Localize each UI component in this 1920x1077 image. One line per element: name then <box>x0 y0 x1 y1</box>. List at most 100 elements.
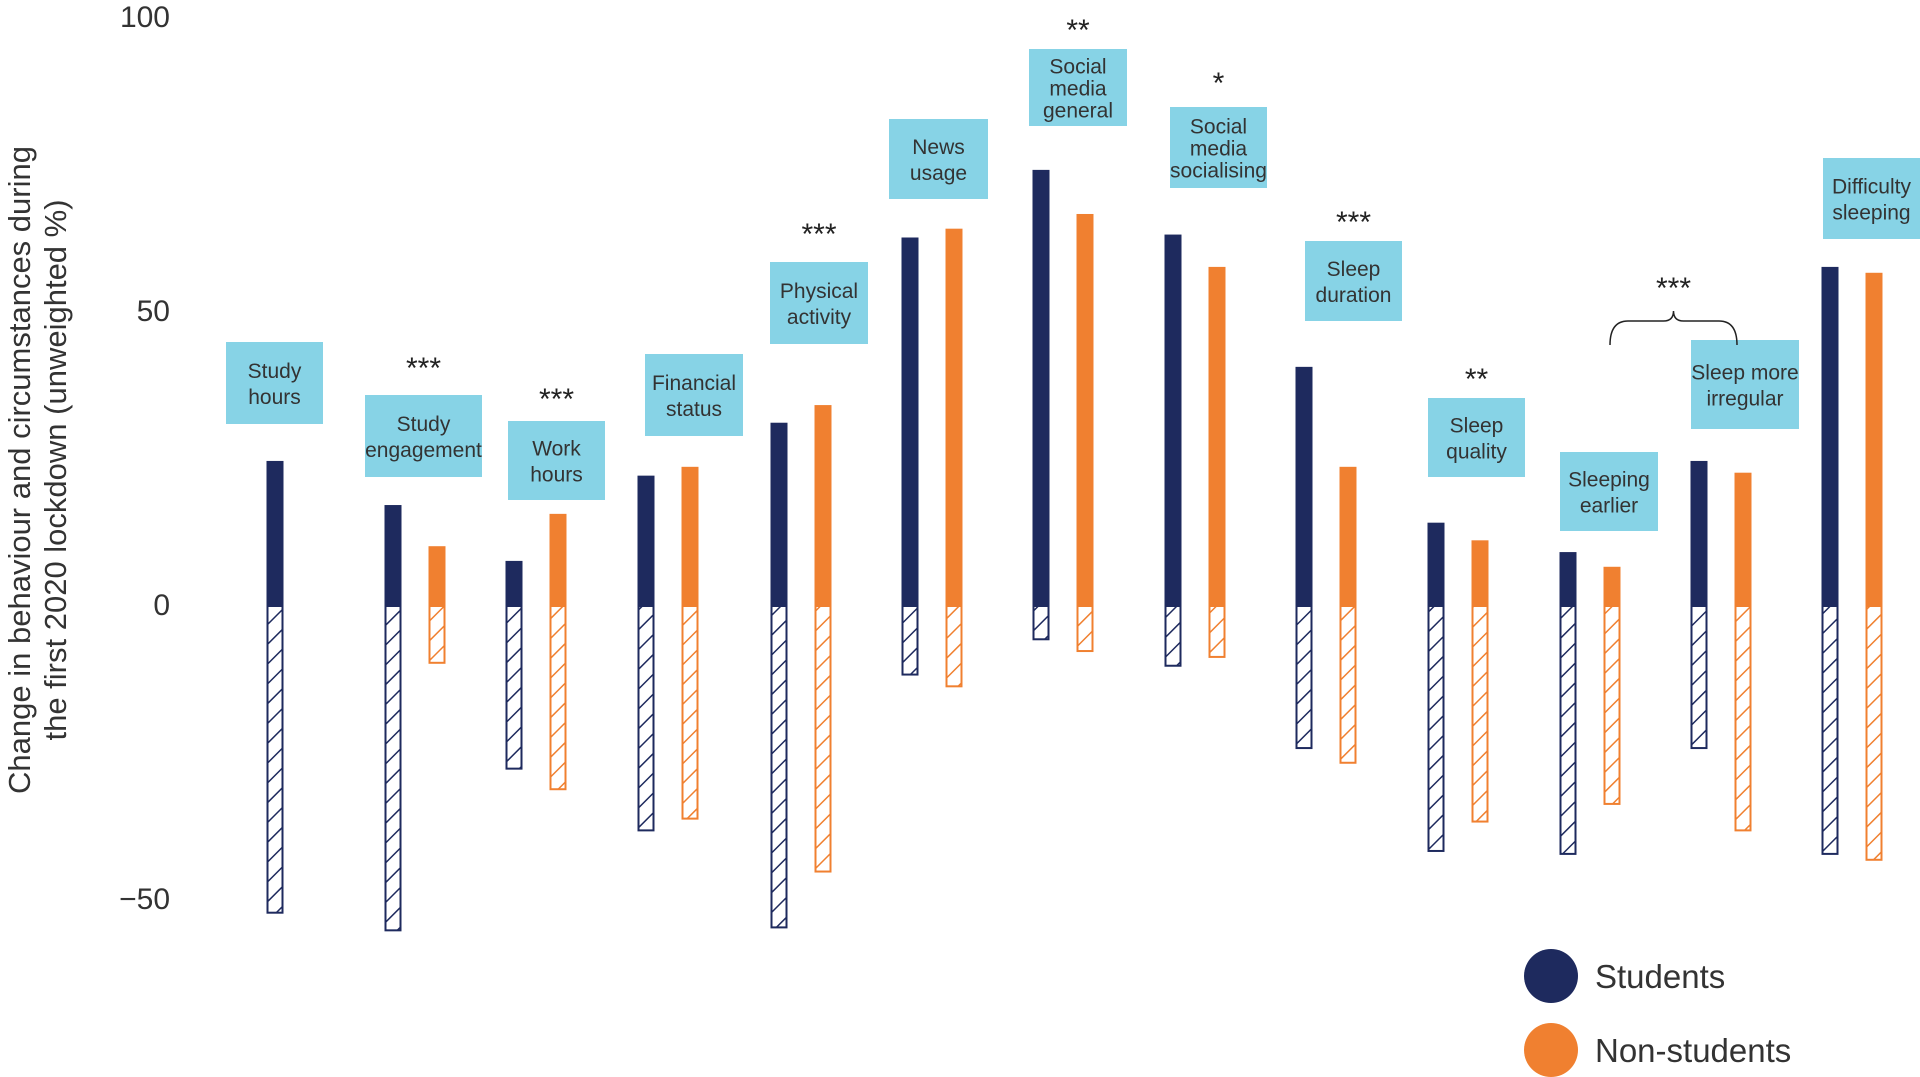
non-students-decrease-bar <box>1734 605 1752 832</box>
non-students-decrease-bar <box>1603 605 1621 805</box>
non-students-decrease-bar <box>1208 605 1226 658</box>
y-axis-label-line: the first 2020 lockdown (unweighted %) <box>38 199 73 740</box>
students-decrease-bar <box>1690 605 1708 750</box>
category-label-text: Study <box>397 413 451 436</box>
category-label-text: earlier <box>1580 495 1638 518</box>
students-increase-bar <box>1427 522 1445 605</box>
category-label-text: quality <box>1446 441 1507 464</box>
category-label-box <box>889 119 988 199</box>
y-tick-label: −50 <box>119 883 170 916</box>
category-label-text: Work <box>532 438 581 461</box>
non-students-increase-bar <box>428 546 446 605</box>
students-increase-bar <box>1295 366 1313 605</box>
category-label-text: Physical <box>780 280 858 303</box>
non-students-decrease-bar <box>549 605 567 791</box>
category-label-text: Sleeping <box>1568 469 1650 492</box>
students-decrease-bar <box>1164 605 1182 667</box>
category-label-box <box>1560 452 1658 531</box>
category-label-text: status <box>666 398 722 421</box>
non-students-increase-bar <box>1076 213 1094 606</box>
non-students-increase-bar <box>1208 266 1226 605</box>
category-label-box <box>365 395 482 477</box>
non-students-decrease-bar <box>814 605 832 873</box>
non-students-decrease-bar <box>945 605 963 688</box>
students-decrease-bar <box>637 605 655 832</box>
category-label: Sleep duration <box>1305 241 1402 321</box>
category-label: Study hours <box>226 342 323 424</box>
significance-stars: ** <box>1465 363 1489 396</box>
significance-stars: * <box>1213 67 1225 100</box>
category-label-text: Financial <box>652 372 736 395</box>
students-decrease-bar <box>770 605 788 929</box>
students-increase-bar <box>1559 552 1577 605</box>
legend: Students Non-students <box>1524 949 1791 1077</box>
category-label-box <box>770 262 868 344</box>
bracket <box>1609 310 1738 346</box>
bars <box>266 169 1883 932</box>
non-students-increase-bar <box>945 228 963 605</box>
non-students-increase-bar <box>814 405 832 605</box>
category-label-text: activity <box>787 306 852 329</box>
category-label-box <box>1029 49 1127 126</box>
category-label-text: engagement <box>365 439 482 462</box>
category-label-box <box>1691 340 1799 429</box>
category-labels: Study hours Study engagement Work hours Financ… <box>226 49 1920 531</box>
students-decrease-bar <box>1032 605 1050 641</box>
category-label: News usage <box>889 119 988 199</box>
students-increase-bar <box>901 237 919 605</box>
students-increase-bar <box>266 460 284 605</box>
non-students-decrease-bar <box>1865 605 1883 861</box>
students-increase-bar <box>770 422 788 605</box>
category-label-text: Sleep more <box>1691 362 1798 385</box>
category-label-text: Sleep <box>1327 258 1381 281</box>
students-increase-bar <box>1821 266 1839 605</box>
category-label-text: hours <box>530 464 583 487</box>
category-label-box <box>508 421 605 500</box>
category-label-text: Study <box>248 360 302 383</box>
category-label-box <box>1823 158 1920 239</box>
category-label-box <box>1428 398 1525 477</box>
non-students-decrease-bar <box>1471 605 1489 823</box>
students-increase-bar <box>1690 460 1708 605</box>
category-label-text: Difficulty <box>1832 176 1911 199</box>
category-label-text: socialising <box>1170 160 1267 183</box>
non-students-decrease-bar <box>1076 605 1094 653</box>
y-axis-label: Change in behaviour and circumstances du… <box>2 146 73 794</box>
y-tick-label: 50 <box>137 295 170 328</box>
category-label-text: usage <box>910 162 967 185</box>
students-increase-bar <box>384 505 402 605</box>
legend-label: Students <box>1595 958 1725 995</box>
category-label-text: Social <box>1049 56 1106 79</box>
non-students-decrease-bar <box>428 605 446 664</box>
category-label-text: media <box>1049 78 1107 101</box>
y-tick-label: 0 <box>153 589 170 622</box>
non-students-increase-bar <box>1865 272 1883 605</box>
category-label: Financial status <box>645 354 743 436</box>
significance-stars: *** <box>406 352 441 385</box>
significance-stars: ** <box>1066 14 1090 47</box>
significance-stars: *** <box>539 383 574 416</box>
students-decrease-bar <box>1821 605 1839 855</box>
category-label: Sleep quality <box>1428 398 1525 477</box>
y-axis: 100 50 0 −50 <box>119 1 170 916</box>
category-label: Physical activity <box>770 262 868 344</box>
y-axis-label-line: Change in behaviour and circumstances du… <box>2 146 37 794</box>
non-students-increase-bar <box>1603 566 1621 605</box>
category-label: Sleep more irregular <box>1691 340 1799 429</box>
category-label: Work hours <box>508 421 605 500</box>
category-label-box <box>226 342 323 424</box>
category-label-text: hours <box>248 386 301 409</box>
category-label-box <box>645 354 743 436</box>
category-label-text: duration <box>1316 284 1392 307</box>
category-label-box <box>1170 107 1267 188</box>
non-students-increase-bar <box>1734 472 1752 605</box>
non-students-increase-bar <box>681 466 699 605</box>
students-decrease-bar <box>384 605 402 932</box>
category-label-text: irregular <box>1706 388 1783 411</box>
students-increase-bar <box>1164 234 1182 605</box>
students-decrease-bar <box>901 605 919 676</box>
y-tick-label: 100 <box>120 1 170 34</box>
students-decrease-bar <box>1559 605 1577 855</box>
category-label-text: sleeping <box>1832 202 1910 225</box>
